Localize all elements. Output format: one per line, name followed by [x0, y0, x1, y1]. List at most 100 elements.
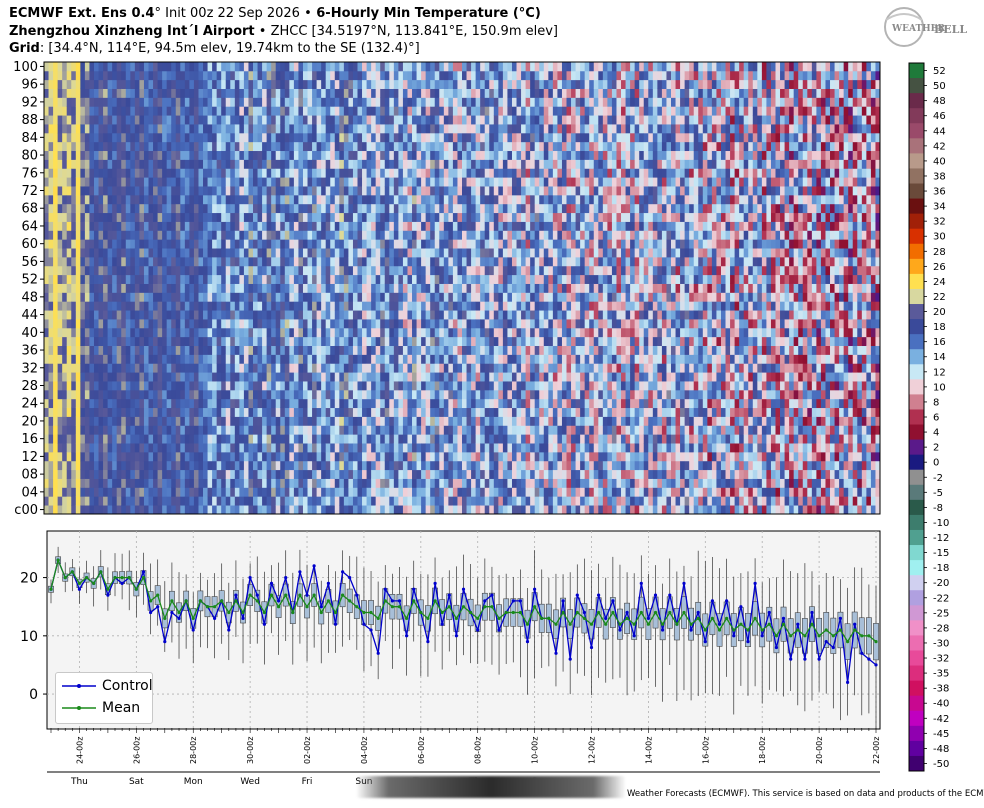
heatmap-cell — [121, 478, 127, 488]
heatmap-cell — [316, 336, 322, 347]
heatmap-cell — [75, 88, 81, 98]
heatmap-cell — [302, 70, 308, 81]
heatmap-cell — [66, 62, 72, 72]
heatmap-cell — [153, 62, 158, 72]
heatmap-cell — [221, 88, 227, 98]
heatmap-cell — [412, 319, 417, 329]
heatmap-cell — [44, 79, 49, 89]
heatmap-cell — [198, 469, 204, 479]
heatmap-cell — [443, 159, 449, 169]
heatmap-cell — [421, 212, 427, 222]
heatmap-cell — [384, 194, 390, 205]
heatmap-cell — [434, 487, 440, 497]
heatmap-cell — [98, 239, 104, 249]
heatmap-cell — [212, 97, 218, 107]
heatmap-cell — [316, 194, 322, 205]
heatmap-cell — [48, 88, 54, 98]
heatmap-cell — [116, 301, 122, 311]
heatmap-cell — [75, 194, 81, 205]
heatmap-cell — [380, 425, 386, 435]
heatmap-cell — [339, 186, 345, 196]
heatmap-cell — [207, 97, 213, 107]
heatmap-cell — [307, 221, 313, 231]
heatmap-cell — [402, 345, 408, 355]
heatmap-cell — [375, 407, 381, 417]
heatmap-cell — [171, 177, 177, 187]
heatmap-cell — [412, 336, 417, 347]
heatmap-cell — [357, 354, 363, 364]
heatmap-cell — [253, 150, 258, 160]
heatmap-cell — [221, 239, 227, 249]
heatmap-cell — [130, 168, 136, 178]
heatmap-cell — [398, 381, 404, 391]
heatmap-cell — [471, 478, 477, 488]
heatmap-cell — [407, 239, 413, 249]
heatmap-cell — [480, 115, 486, 125]
heatmap-cell — [280, 256, 286, 267]
heatmap-cell — [443, 451, 449, 462]
heatmap-cell — [362, 274, 367, 284]
heatmap-cell — [75, 372, 81, 382]
heatmap-cell — [189, 186, 195, 196]
heatmap-cell — [257, 487, 263, 497]
heatmap-cell — [162, 62, 168, 72]
heatmap-cell — [243, 443, 249, 453]
heatmap-cell — [180, 363, 186, 373]
heatmap-cell — [348, 283, 354, 293]
heatmap-cell — [216, 177, 222, 187]
heatmap-cell — [48, 460, 54, 471]
heatmap-cell — [162, 496, 168, 506]
heatmap-cell — [125, 478, 131, 488]
heatmap-cell — [84, 469, 90, 479]
heatmap-cell — [66, 115, 72, 125]
heatmap-cell — [243, 177, 249, 187]
heatmap-cell — [307, 398, 313, 409]
heatmap-cell — [239, 79, 245, 89]
heatmap-cell — [139, 363, 145, 373]
heatmap-cell — [307, 124, 313, 134]
heatmap-cell — [44, 469, 49, 479]
heatmap-cell — [307, 150, 313, 160]
heatmap-cell — [98, 203, 104, 214]
heatmap-cell — [271, 79, 277, 89]
heatmap-cell — [475, 389, 481, 400]
heatmap-cell — [348, 203, 354, 214]
heatmap-cell — [412, 345, 417, 355]
heatmap-cell — [112, 425, 118, 435]
heatmap-cell — [284, 451, 290, 462]
heatmap-cell — [107, 177, 113, 187]
heatmap-cell — [48, 505, 54, 515]
heatmap-cell — [157, 79, 163, 89]
heatmap-cell — [457, 150, 463, 160]
heatmap-cell — [312, 97, 318, 107]
heatmap-cell — [325, 124, 331, 134]
heatmap-cell — [184, 451, 190, 462]
heatmap-cell — [348, 363, 354, 373]
heatmap-cell — [239, 115, 245, 125]
heatmap-cell — [448, 460, 454, 471]
heatmap-cell — [384, 97, 390, 107]
heatmap-cell — [157, 186, 163, 196]
heatmap-cell — [412, 186, 417, 196]
heatmap-cell — [175, 124, 181, 134]
heatmap-cell — [143, 115, 149, 125]
heatmap-cell — [339, 194, 345, 205]
heatmap-cell — [48, 115, 54, 125]
heatmap-cell — [221, 283, 227, 293]
heatmap-cell — [44, 203, 49, 214]
heatmap-cell — [221, 141, 227, 152]
heatmap-cell — [475, 310, 481, 320]
heatmap-cell — [434, 381, 440, 391]
heatmap-cell — [203, 451, 208, 462]
heatmap-cell — [334, 212, 340, 222]
heatmap-cell — [293, 141, 299, 152]
heatmap-cell — [93, 407, 99, 417]
heatmap-cell — [334, 159, 340, 169]
heatmap-cell — [334, 460, 340, 471]
heatmap-cell — [430, 203, 436, 214]
heatmap-cell — [380, 115, 386, 125]
heatmap-cell — [216, 505, 222, 515]
heatmap-cell — [316, 416, 322, 426]
heatmap-cell — [193, 425, 199, 435]
heatmap-cell — [330, 381, 336, 391]
